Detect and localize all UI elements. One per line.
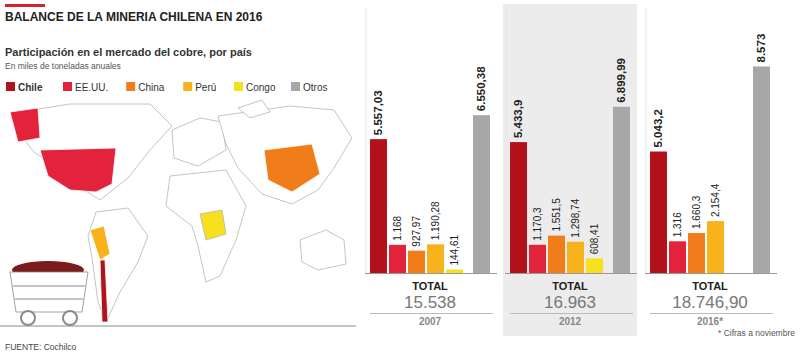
data-label: 1.551,5 (552, 198, 563, 232)
data-label: 2.154,4 (711, 183, 722, 217)
data-label: 1.298,74 (571, 198, 582, 237)
cart-wheel (63, 311, 77, 325)
value-axis-line (506, 8, 507, 273)
title-accent (5, 4, 45, 7)
cart-wheel (21, 311, 35, 325)
data-label: 927,97 (412, 216, 423, 247)
legend-swatch (63, 82, 72, 91)
baseline (365, 273, 497, 274)
baseline (505, 273, 637, 274)
bar (427, 244, 444, 273)
legend-label: EE.UU. (75, 82, 108, 93)
data-label: 608,41 (590, 223, 601, 254)
data-label: 5.433,9 (513, 100, 525, 138)
legend-label: Chile (18, 82, 43, 93)
continent (172, 118, 226, 166)
bar (389, 245, 406, 273)
total-value: 15.538 (404, 293, 456, 312)
legend-label: Congo (246, 82, 276, 93)
bar (548, 236, 565, 273)
category-label: 2007 (419, 316, 442, 327)
legend-swatch (291, 82, 300, 91)
total-title: TOTAL (692, 280, 728, 292)
legend-swatch (126, 82, 135, 91)
cart-body (10, 272, 88, 312)
data-label: 1.168 (393, 215, 404, 240)
data-label: 1.660,3 (692, 195, 703, 229)
category-label: 2012 (559, 316, 582, 327)
legend-label: Otros (303, 82, 327, 93)
total-rule (650, 313, 773, 314)
legend-label: Perú (195, 82, 216, 93)
bar (707, 221, 724, 273)
bar (613, 107, 630, 273)
bar (753, 66, 770, 273)
legend: Chile EE.UU. China Perú Congo Otros (6, 82, 327, 93)
bar (650, 152, 667, 273)
bar (688, 233, 705, 273)
data-label: 144,61 (450, 234, 461, 265)
legend-swatch (183, 82, 192, 91)
value-axis-line (646, 8, 647, 273)
country-usa-alaska (10, 108, 40, 142)
bar (510, 142, 527, 273)
cart-line (15, 299, 83, 300)
bar (370, 139, 387, 273)
bars (370, 66, 770, 273)
continent (300, 230, 346, 270)
total-title: TOTAL (552, 280, 588, 292)
subtitle: Participación en el mercado del cobre, p… (5, 46, 252, 58)
data-label: 1.316 (673, 212, 684, 237)
bar (408, 251, 425, 273)
legend-label: China (138, 82, 165, 93)
continent (18, 104, 172, 200)
source: FUENTE: Cochilco (5, 342, 77, 352)
country-congo (200, 210, 226, 240)
bar (446, 270, 463, 273)
data-label: 5.557,03 (373, 90, 385, 135)
note: * Cifras a noviembre (718, 328, 795, 338)
data-label: 1.170,3 (533, 207, 544, 241)
country-china (264, 144, 320, 192)
total-rule (510, 313, 633, 314)
continent (166, 170, 246, 282)
title: BALANCE DE LA MINERIA CHILENA EN 2016 (5, 10, 263, 24)
panel-background (503, 4, 637, 336)
y-label: En miles de toneladas anuales (5, 61, 121, 71)
cart-line (13, 286, 85, 287)
category-label: 2016* (697, 316, 723, 327)
bar (586, 258, 603, 273)
bar (669, 241, 686, 273)
total-title: TOTAL (412, 280, 448, 292)
legend-swatch (234, 82, 243, 91)
data-label: 8.573 (756, 34, 768, 63)
value-axis-line (366, 8, 367, 273)
ground-line (0, 326, 356, 327)
chart-root: BALANCE DE LA MINERIA CHILENA EN 2016 Par… (0, 0, 800, 355)
mine-cart (0, 261, 356, 326)
total-value: 16.963 (544, 293, 596, 312)
continent (218, 106, 352, 204)
country-usa (40, 148, 116, 192)
data-label: 5.043,2 (653, 109, 665, 147)
total-value: 18.746,90 (672, 293, 748, 312)
country-peru (90, 226, 110, 260)
bar (567, 242, 584, 273)
data-label: 1.190,28 (431, 201, 442, 240)
chart-svg: BALANCE DE LA MINERIA CHILENA EN 2016 Par… (0, 0, 800, 355)
world-map (10, 100, 352, 322)
continent (88, 208, 148, 322)
data-labels: 5.557,03 1.168 927,97 1.190,28 144,61 6.550,3… (373, 34, 768, 266)
legend-swatch (6, 82, 15, 91)
total-rule (370, 313, 493, 314)
country-chile (100, 260, 108, 322)
baseline (645, 273, 777, 274)
bar (529, 245, 546, 273)
continent (238, 100, 270, 118)
data-label: 6.899,99 (616, 58, 628, 103)
bar (473, 115, 490, 273)
data-label: 6.550,38 (476, 66, 488, 111)
